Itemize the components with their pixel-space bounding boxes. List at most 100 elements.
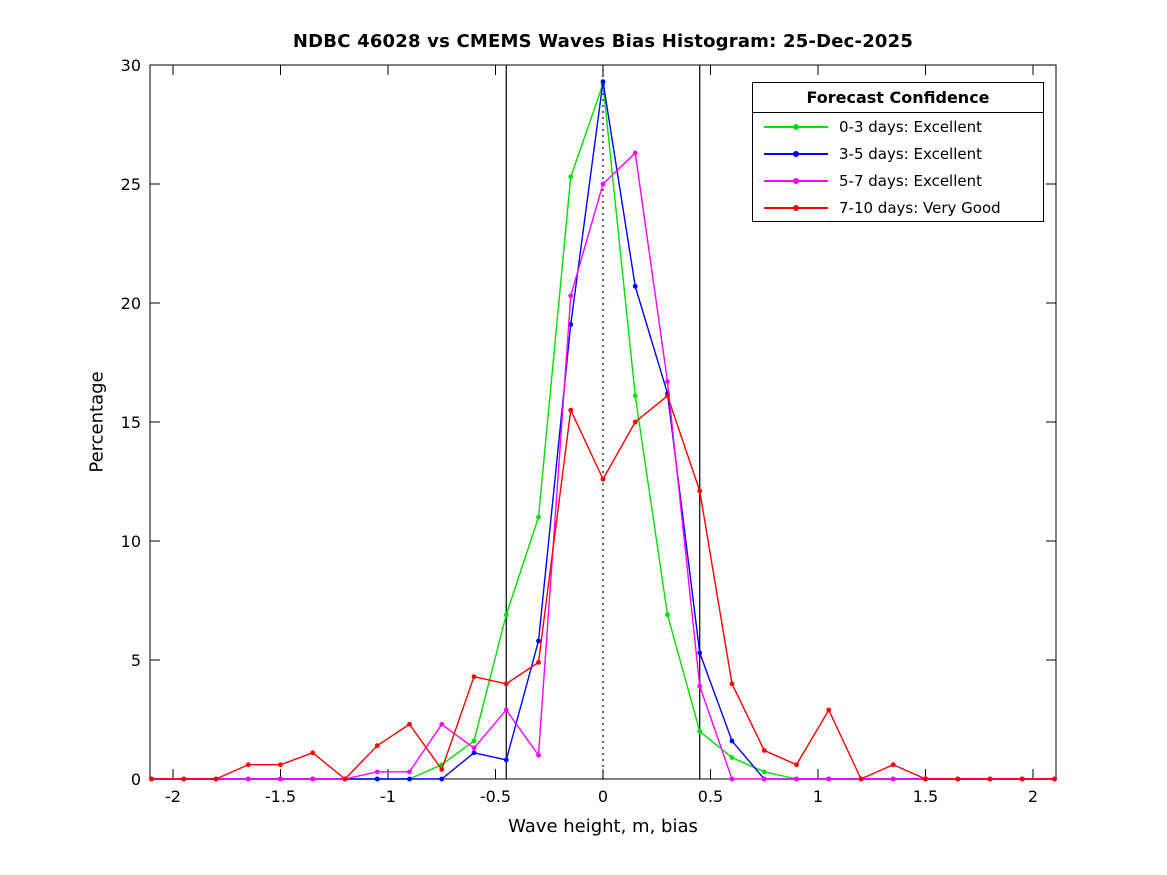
y-tick-label: 5: [131, 651, 141, 670]
data-point: [955, 776, 961, 782]
data-point: [665, 612, 670, 618]
data-point: [181, 776, 187, 782]
data-point: [407, 769, 412, 775]
data-point: [471, 750, 477, 756]
data-point: [665, 393, 670, 399]
data-point: [729, 755, 735, 760]
legend: Forecast Confidence 0-3 days: Excellent …: [752, 82, 1044, 222]
legend-title: Forecast Confidence: [753, 83, 1043, 113]
data-point: [568, 174, 574, 180]
data-point: [890, 762, 896, 768]
data-point: [439, 767, 445, 772]
data-point: [374, 769, 380, 775]
data-point: [826, 776, 832, 782]
data-point: [374, 776, 380, 782]
data-point: [503, 757, 509, 763]
data-point: [697, 729, 703, 734]
data-point: [536, 638, 541, 644]
data-point: [987, 776, 993, 782]
data-point: [761, 769, 767, 775]
data-point: [471, 745, 477, 751]
data-point: [503, 707, 509, 713]
data-point: [761, 776, 767, 782]
legend-entry: 7-10 days: Very Good: [753, 194, 1043, 221]
legend-marker-dot: [793, 204, 799, 211]
legend-entry-label: 3-5 days: Excellent: [839, 144, 983, 163]
data-point: [729, 776, 735, 782]
data-point: [310, 776, 316, 782]
data-point: [600, 181, 606, 187]
legend-entry-label: 0-3 days: Excellent: [839, 117, 983, 136]
legend-marker-dot: [793, 123, 799, 130]
data-point: [794, 776, 799, 782]
y-axis-label-text: Percentage: [86, 371, 108, 473]
legend-entry: 3-5 days: Excellent: [753, 140, 1043, 167]
chart-title: NDBC 46028 vs CMEMS Waves Bias Histogram…: [292, 31, 914, 52]
x-tick-label: -2: [165, 787, 181, 806]
data-point: [1052, 776, 1057, 782]
y-tick-label: 20: [121, 294, 141, 313]
data-point: [794, 762, 799, 768]
data-point: [697, 683, 703, 689]
data-point: [568, 407, 574, 413]
legend-marker-dot: [793, 177, 799, 184]
legend-line-sample: [764, 177, 828, 184]
x-tick-label: -1.5: [265, 787, 296, 806]
data-point: [568, 293, 574, 299]
data-point: [923, 776, 928, 782]
y-tick-label: 15: [121, 413, 141, 432]
legend-entry-label: 7-10 days: Very Good: [839, 198, 1001, 217]
x-tick-label: 0.5: [698, 787, 723, 806]
data-point: [503, 612, 509, 618]
data-point: [729, 681, 735, 687]
data-point: [600, 476, 606, 482]
data-point: [632, 419, 638, 425]
data-point: [632, 150, 638, 156]
x-tick-label: -1: [380, 787, 396, 806]
data-point: [149, 776, 154, 782]
legend-entry: 0-3 days: Excellent: [753, 113, 1043, 140]
data-point: [826, 707, 832, 713]
data-point: [213, 776, 219, 782]
data-point: [342, 776, 348, 782]
data-point: [278, 776, 283, 782]
data-point: [632, 283, 638, 289]
x-tick-label: 1: [813, 787, 823, 806]
data-point: [568, 322, 574, 327]
x-tick-label: 0: [598, 787, 608, 806]
y-tick-label: 25: [121, 175, 141, 194]
legend-line-sample: [764, 150, 828, 157]
x-tick-label: 1.5: [913, 787, 938, 806]
data-point: [245, 762, 251, 768]
data-point: [697, 488, 703, 494]
data-point: [536, 659, 541, 665]
data-point: [761, 748, 767, 753]
data-point: [665, 379, 670, 384]
data-point: [729, 738, 735, 744]
data-point: [471, 738, 477, 744]
data-point: [310, 750, 316, 756]
data-point: [374, 743, 380, 749]
x-axis-label: Wave height, m, bias: [508, 816, 698, 837]
data-point: [278, 762, 283, 768]
x-tick-label: -0.5: [480, 787, 511, 806]
legend-line-sample: [764, 204, 828, 211]
data-point: [536, 752, 541, 758]
legend-line-sample: [764, 123, 828, 130]
data-point: [536, 514, 541, 520]
data-point: [407, 776, 412, 782]
data-point: [600, 79, 606, 85]
data-point: [471, 674, 477, 680]
y-tick-label: 0: [131, 770, 141, 789]
data-point: [245, 776, 251, 782]
legend-entry-label: 5-7 days: Excellent: [839, 171, 983, 190]
legend-entry: 5-7 days: Excellent: [753, 167, 1043, 194]
legend-marker-dot: [793, 150, 799, 157]
data-point: [407, 721, 412, 727]
data-point: [439, 776, 445, 782]
x-tick-label: 2: [1028, 787, 1038, 806]
data-point: [1019, 776, 1025, 782]
y-tick-label: 10: [121, 532, 141, 551]
